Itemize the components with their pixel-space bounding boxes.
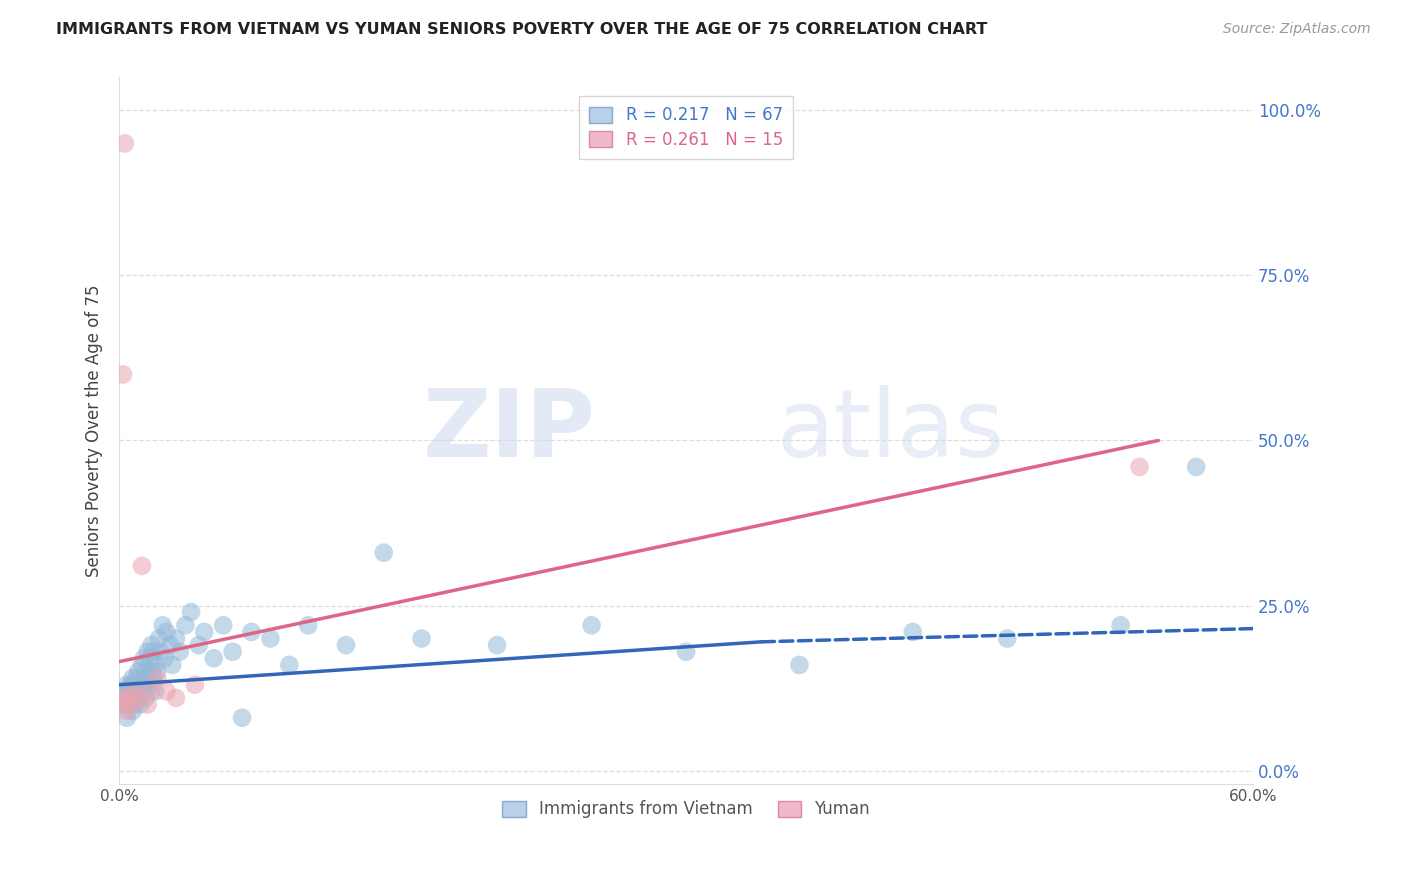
Point — [127, 665, 149, 679]
Point — [115, 678, 138, 692]
Point — [141, 684, 163, 698]
Point — [152, 618, 174, 632]
Point — [132, 651, 155, 665]
Point — [146, 665, 169, 679]
Point — [120, 690, 142, 705]
Point — [114, 698, 136, 712]
Point — [155, 624, 177, 639]
Point — [129, 698, 152, 712]
Point — [995, 632, 1018, 646]
Point — [124, 698, 146, 712]
Point — [112, 690, 135, 705]
Point — [148, 632, 170, 646]
Point — [486, 638, 509, 652]
Point — [297, 618, 319, 632]
Point — [278, 657, 301, 672]
Point — [118, 690, 141, 705]
Point — [1185, 459, 1208, 474]
Point — [115, 711, 138, 725]
Point — [259, 632, 281, 646]
Point — [901, 624, 924, 639]
Point — [159, 638, 181, 652]
Point — [138, 678, 160, 692]
Point — [335, 638, 357, 652]
Point — [675, 645, 697, 659]
Point — [165, 632, 187, 646]
Point — [114, 684, 136, 698]
Point — [231, 711, 253, 725]
Point — [115, 704, 138, 718]
Text: Source: ZipAtlas.com: Source: ZipAtlas.com — [1223, 22, 1371, 37]
Point — [120, 678, 142, 692]
Point — [184, 678, 207, 692]
Point — [131, 558, 153, 573]
Text: IMMIGRANTS FROM VIETNAM VS YUMAN SENIORS POVERTY OVER THE AGE OF 75 CORRELATION : IMMIGRANTS FROM VIETNAM VS YUMAN SENIORS… — [56, 22, 987, 37]
Point — [135, 690, 157, 705]
Point — [202, 651, 225, 665]
Point — [131, 684, 153, 698]
Point — [127, 690, 149, 705]
Point — [118, 684, 141, 698]
Point — [155, 684, 177, 698]
Point — [149, 645, 172, 659]
Point — [136, 645, 159, 659]
Point — [138, 651, 160, 665]
Point — [169, 645, 191, 659]
Point — [120, 698, 142, 712]
Point — [121, 704, 143, 718]
Legend: Immigrants from Vietnam, Yuman: Immigrants from Vietnam, Yuman — [495, 794, 876, 825]
Point — [187, 638, 209, 652]
Point — [141, 665, 163, 679]
Point — [1109, 618, 1132, 632]
Point — [160, 657, 183, 672]
Point — [180, 605, 202, 619]
Point — [153, 651, 176, 665]
Y-axis label: Seniors Poverty Over the Age of 75: Seniors Poverty Over the Age of 75 — [86, 285, 103, 577]
Point — [581, 618, 603, 632]
Point — [240, 624, 263, 639]
Point — [141, 638, 163, 652]
Point — [221, 645, 243, 659]
Point — [136, 671, 159, 685]
Point — [136, 698, 159, 712]
Point — [174, 618, 197, 632]
Point — [411, 632, 433, 646]
Point — [124, 678, 146, 692]
Point — [146, 671, 169, 685]
Point — [125, 690, 148, 705]
Point — [142, 671, 165, 685]
Point — [132, 678, 155, 692]
Point — [131, 657, 153, 672]
Point — [124, 684, 146, 698]
Point — [127, 684, 149, 698]
Point — [143, 684, 166, 698]
Point — [1128, 459, 1150, 474]
Point — [789, 657, 811, 672]
Point — [193, 624, 215, 639]
Point — [125, 671, 148, 685]
Point — [129, 678, 152, 692]
Point — [165, 690, 187, 705]
Point — [121, 671, 143, 685]
Point — [112, 368, 135, 382]
Point — [373, 546, 395, 560]
Point — [143, 657, 166, 672]
Point — [112, 698, 135, 712]
Text: ZIP: ZIP — [422, 384, 595, 476]
Text: atlas: atlas — [776, 384, 1005, 476]
Point — [118, 698, 141, 712]
Point — [135, 665, 157, 679]
Point — [212, 618, 235, 632]
Point — [114, 136, 136, 151]
Point — [142, 645, 165, 659]
